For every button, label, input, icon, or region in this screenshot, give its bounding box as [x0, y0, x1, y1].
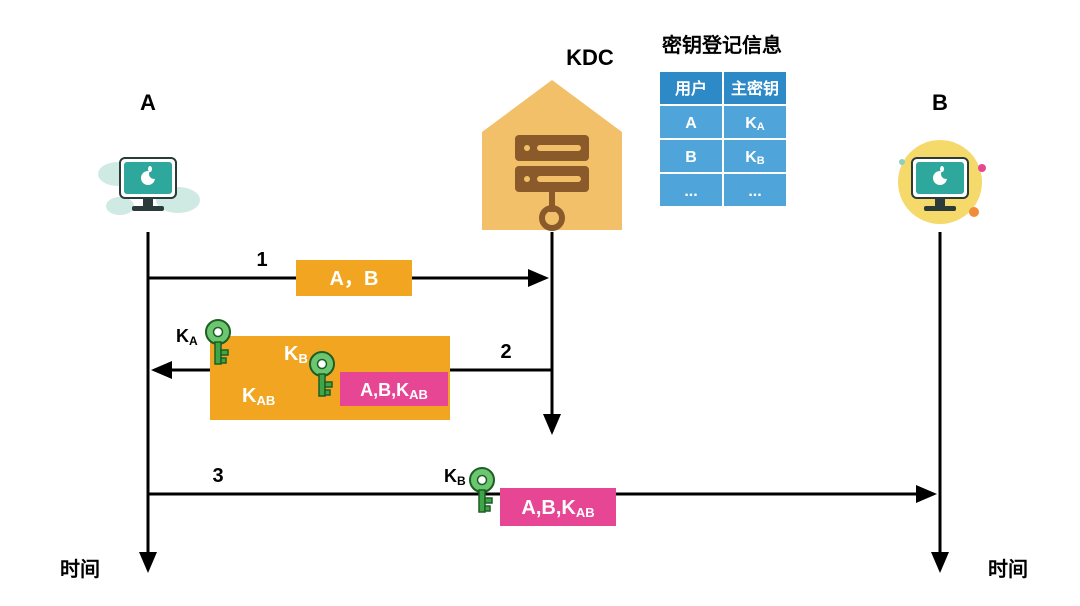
key-icon: [470, 468, 494, 512]
msg1-num: 1: [256, 249, 267, 271]
table-cell-text: A: [685, 115, 697, 132]
kdc-icon: [482, 80, 622, 230]
computer-B-icon: [898, 140, 986, 224]
label-a: A: [140, 90, 156, 115]
computer-A-icon: [98, 158, 200, 215]
table-cell-text: ...: [748, 183, 761, 200]
table-title: 密钥登记信息: [662, 33, 782, 57]
label-b: B: [932, 90, 948, 115]
label-kdc: KDC: [566, 45, 614, 70]
msg2-num: 2: [500, 341, 511, 363]
msg2-ka-label: KA: [176, 326, 198, 348]
msg1-text: A，B: [330, 268, 379, 290]
table-header-text: 用户: [675, 79, 707, 98]
msg3-kb-label: KB: [444, 466, 466, 488]
msg3-num: 3: [212, 465, 223, 487]
table-cell-text: B: [685, 149, 697, 166]
time-label-a: 时间: [60, 558, 100, 581]
time-label-b: 时间: [988, 558, 1028, 581]
table-header-text: 主密钥: [731, 79, 779, 98]
table-cell-text: ...: [684, 183, 697, 200]
